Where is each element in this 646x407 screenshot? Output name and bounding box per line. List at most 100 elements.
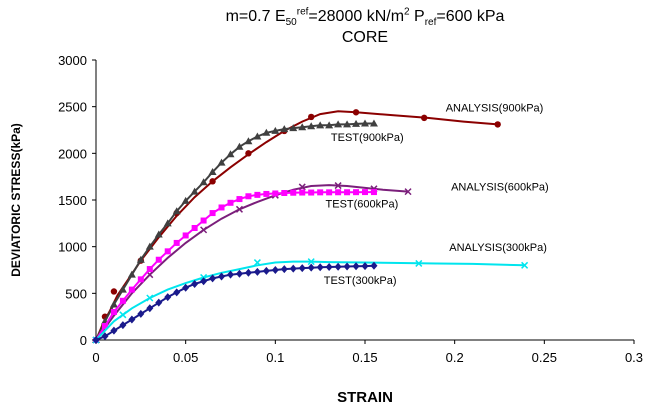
series-annotation: TEST(600kPa) <box>326 198 399 210</box>
point-test-300kpa <box>101 332 109 341</box>
point-test-900kpa <box>334 120 343 128</box>
x-axis-label: STRAIN <box>337 389 393 406</box>
x-tick-label: 0 <box>92 350 99 365</box>
y-tick-label: 1500 <box>58 193 87 208</box>
point-test-900kpa <box>343 120 352 128</box>
point-test-600kpa <box>137 276 144 283</box>
x-tick-label: 0.1 <box>266 350 284 365</box>
x-tick-label: 0.15 <box>352 350 377 365</box>
point-analysis-600kpa <box>235 205 243 213</box>
point-test-600kpa <box>173 239 180 246</box>
x-tick-label: 0.2 <box>446 350 464 365</box>
point-test-600kpa <box>281 190 288 196</box>
point-analysis-300kpa <box>119 311 127 319</box>
point-test-600kpa <box>344 189 351 196</box>
point-test-600kpa <box>370 189 377 196</box>
point-test-600kpa <box>191 225 198 231</box>
point-test-900kpa <box>127 270 136 278</box>
point-test-900kpa <box>190 187 199 195</box>
point-test-300kpa <box>173 288 181 297</box>
title-e-subscript: 50 <box>285 17 297 29</box>
point-test-600kpa <box>272 190 279 197</box>
point-analysis-900kpa <box>110 288 118 295</box>
point-test-900kpa <box>217 158 226 166</box>
point-test-300kpa <box>289 264 297 273</box>
title-p-symbol: P <box>414 8 425 25</box>
x-tick-label: 0.05 <box>173 350 198 365</box>
y-tick-label: 1000 <box>58 240 87 255</box>
title-e-symbol: E <box>274 8 286 25</box>
title-e-value: =28000 kN/m <box>308 8 405 25</box>
point-test-900kpa <box>235 142 244 150</box>
point-test-600kpa <box>290 189 297 196</box>
point-test-900kpa <box>280 125 289 133</box>
series-line-analysis-900kpa <box>95 110 498 341</box>
series-annotation: ANALYSIS(600kPa) <box>451 182 549 194</box>
point-test-300kpa <box>307 263 315 272</box>
point-analysis-600kpa <box>298 183 306 191</box>
point-test-900kpa <box>316 121 325 129</box>
point-analysis-900kpa <box>420 114 428 122</box>
point-test-300kpa <box>298 264 306 273</box>
point-test-600kpa <box>209 210 216 217</box>
point-test-300kpa <box>244 268 252 277</box>
point-analysis-900kpa <box>352 109 360 116</box>
point-test-900kpa <box>199 178 208 186</box>
point-test-900kpa <box>208 168 217 175</box>
title-p-subscript: ref <box>424 17 437 29</box>
point-analysis-900kpa <box>494 121 501 128</box>
point-test-900kpa <box>145 242 154 250</box>
point-test-900kpa <box>136 255 145 263</box>
point-test-600kpa <box>254 191 261 198</box>
point-test-900kpa <box>181 196 190 204</box>
point-test-300kpa <box>262 266 270 275</box>
point-analysis-300kpa <box>253 259 261 267</box>
point-test-600kpa <box>317 189 324 196</box>
point-test-300kpa <box>271 266 279 274</box>
y-tick-label: 2000 <box>58 146 87 161</box>
point-test-600kpa <box>308 189 315 196</box>
point-test-900kpa <box>109 300 118 308</box>
y-tick-label: 500 <box>65 286 87 301</box>
point-test-900kpa <box>154 230 163 238</box>
point-test-300kpa <box>119 321 127 330</box>
point-test-600kpa <box>326 189 333 196</box>
series-annotation: ANALYSIS(300kPa) <box>449 242 547 254</box>
point-test-600kpa <box>263 190 270 197</box>
point-test-600kpa <box>236 196 243 203</box>
y-tick-label: 3000 <box>58 53 87 68</box>
point-analysis-900kpa <box>245 150 252 157</box>
point-test-600kpa <box>245 193 252 200</box>
point-test-900kpa <box>325 121 334 129</box>
point-test-600kpa <box>362 189 368 196</box>
x-tick-label: 0.25 <box>532 350 557 365</box>
point-test-600kpa <box>335 189 342 196</box>
title-p-value: =600 kPa <box>436 8 505 25</box>
y-axis-label: DEVIATORIC STRESS(kPa) <box>9 123 23 277</box>
point-test-300kpa <box>280 265 288 274</box>
series-line-test-900kpa <box>95 122 374 341</box>
title-e-unit-exponent: 2 <box>404 6 410 18</box>
point-test-300kpa <box>146 304 154 313</box>
point-analysis-900kpa <box>209 178 216 185</box>
point-test-300kpa <box>92 336 100 344</box>
point-test-900kpa <box>271 126 280 134</box>
point-test-300kpa <box>334 262 342 271</box>
point-test-600kpa <box>218 204 225 211</box>
y-tick-label: 0 <box>80 333 87 348</box>
point-test-300kpa <box>235 269 243 278</box>
point-test-600kpa <box>155 256 162 263</box>
point-test-900kpa <box>172 207 181 215</box>
point-test-600kpa <box>101 323 108 329</box>
point-test-300kpa <box>155 298 163 307</box>
point-test-600kpa <box>353 189 360 196</box>
point-analysis-300kpa <box>415 259 423 267</box>
point-test-900kpa <box>163 219 172 227</box>
point-test-300kpa <box>253 267 261 276</box>
point-test-600kpa <box>110 309 117 315</box>
point-test-300kpa <box>361 262 369 271</box>
chart-subtitle: CORE <box>341 29 389 46</box>
chart-title: m=0.7 E50ref=28000 kN/m2 Pref=600 kPa <box>42 6 646 29</box>
point-test-900kpa <box>352 119 361 127</box>
